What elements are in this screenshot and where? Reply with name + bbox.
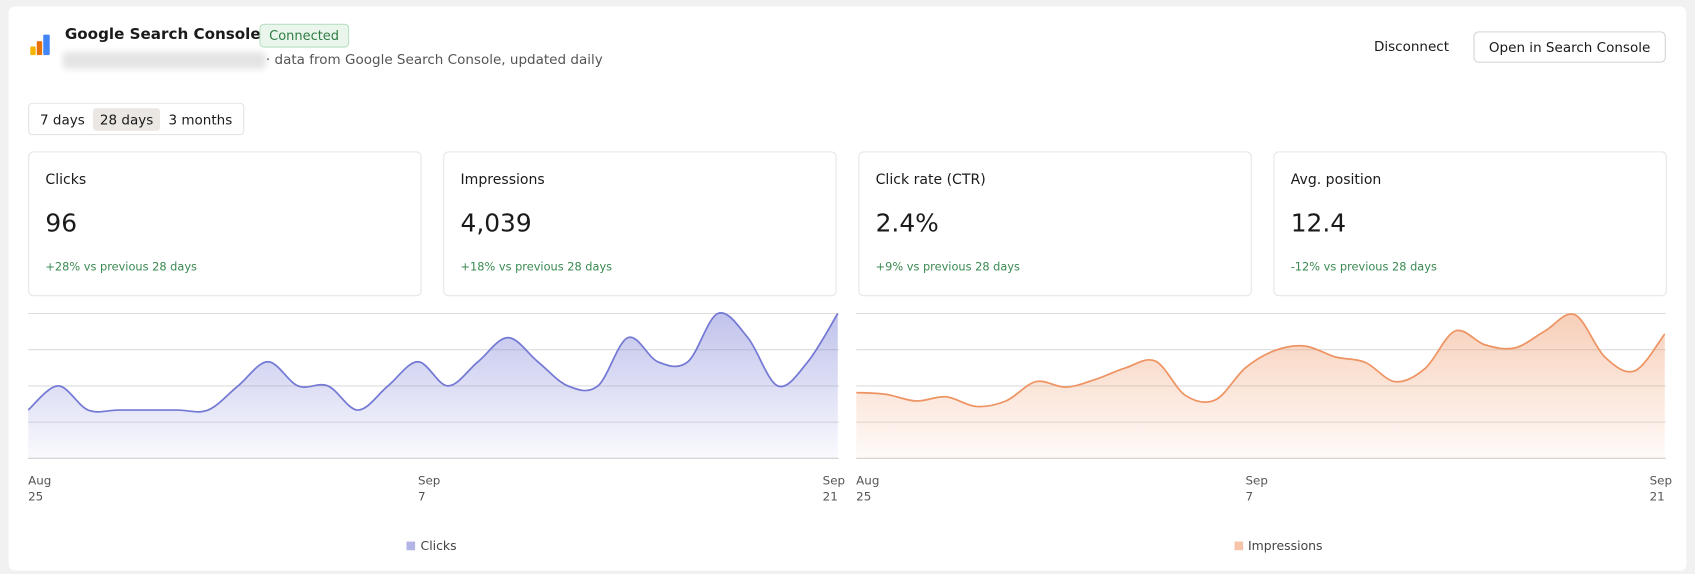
metric-value: 12.4	[1290, 209, 1347, 238]
metric-label: Clicks	[45, 171, 87, 189]
x-tick-label: Aug 25	[856, 473, 880, 504]
range-tabs: 7 days 28 days 3 months	[28, 102, 245, 136]
redacted-site	[62, 51, 266, 70]
metric-label: Avg. position	[1290, 171, 1382, 189]
open-button[interactable]: Open in Search Console	[1473, 31, 1666, 63]
area-fill	[28, 312, 838, 459]
metric-card: Clicks 96 +28% vs previous 28 days	[28, 151, 422, 297]
range-tab[interactable]: 28 days	[93, 107, 160, 131]
metric-change: +9% vs previous 28 days	[875, 260, 1020, 274]
metric-card: Click rate (CTR) 2.4% +9% vs previous 28 d…	[858, 151, 1252, 297]
metric-card: Avg. position 12.4 -12% vs previous 28 day…	[1273, 151, 1667, 297]
area-fill	[856, 313, 1665, 459]
legend-label: Clicks	[420, 538, 457, 554]
chart	[856, 312, 1666, 459]
chart	[28, 312, 839, 459]
metric-label: Impressions	[460, 171, 545, 189]
x-tick-label: Sep 7	[417, 473, 441, 504]
x-tick-label: Sep 21	[1649, 473, 1673, 504]
series-line	[28, 312, 839, 413]
x-tick-label: Aug 25	[28, 473, 52, 504]
legend-swatch	[406, 541, 416, 551]
metric-value: 2.4%	[875, 209, 939, 238]
series-line	[856, 313, 1666, 408]
metric-label: Click rate (CTR)	[875, 171, 986, 189]
metric-value: 96	[45, 209, 78, 238]
subtitle: · data from Google Search Console, updat…	[265, 50, 603, 68]
status-badge: Connected	[259, 23, 349, 48]
title: Google Search Console	[64, 25, 261, 44]
legend-label: Impressions	[1248, 538, 1323, 554]
metric-change: +18% vs previous 28 days	[460, 260, 613, 274]
logo	[30, 34, 50, 56]
panel	[8, 6, 1687, 571]
legend-swatch	[1233, 541, 1243, 551]
metric-change: +28% vs previous 28 days	[45, 260, 197, 274]
metric-change: -12% vs previous 28 days	[1290, 260, 1437, 274]
range-tab[interactable]: 7 days	[39, 110, 85, 128]
legend-item: Clicks	[406, 538, 457, 554]
disconnect-button[interactable]: Disconnect	[1373, 37, 1450, 55]
metric-value: 4,039	[460, 209, 532, 238]
x-tick-label: Sep 7	[1245, 473, 1268, 504]
metric-card: Impressions 4,039 +18% vs previous 28 days	[443, 151, 837, 297]
range-tab[interactable]: 3 months	[168, 110, 233, 128]
legend-item: Impressions	[1233, 538, 1323, 554]
x-tick-label: Sep 21	[822, 473, 846, 504]
